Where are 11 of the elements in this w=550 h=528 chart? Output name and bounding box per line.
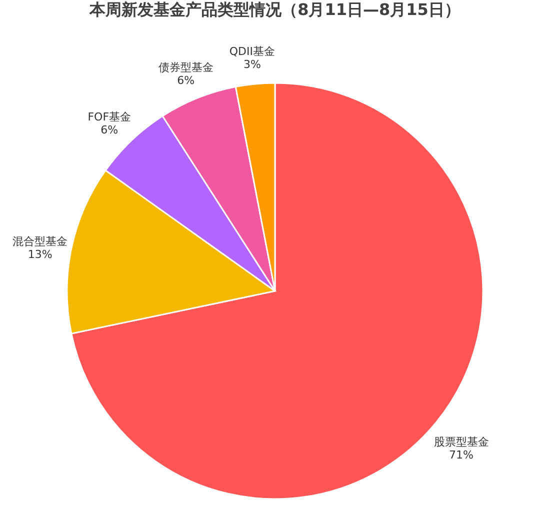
data-label: 13% [28, 248, 52, 261]
slice-label: 债券型基金 [158, 61, 214, 74]
data-label: 71% [449, 448, 474, 462]
slice-label: FOF基金 [88, 110, 132, 124]
slice-label: 混合型基金 [12, 234, 68, 248]
slice-label: 股票型基金 [434, 435, 489, 448]
data-label: 6% [177, 74, 195, 88]
chart-title: 本周新发基金产品类型情况（8月11日—8月15日） [88, 0, 460, 20]
data-label: 6% [100, 123, 118, 136]
slice-label: QDII基金 [229, 45, 275, 58]
data-label: 3% [243, 58, 261, 72]
